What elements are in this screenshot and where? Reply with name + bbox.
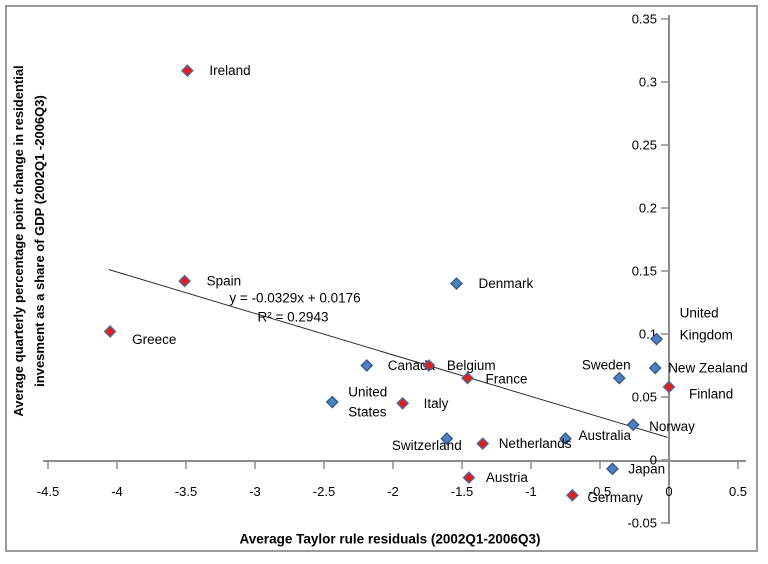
point-label-switzerland: Switzerland [392,438,462,453]
data-point-united-kingdom [650,332,663,346]
x-tick-label: -0.5 [589,484,611,499]
y-axis-title-line2: invesment as a share of GDP (2002Q1 -200… [32,95,47,387]
data-point-italy [396,396,410,410]
point-label-italy: Italy [424,396,449,411]
trendline-r2-label: R² = 0.2943 [257,309,329,325]
x-tick-label: -4.5 [37,484,59,499]
x-tick-label: -3.5 [175,484,197,499]
point-label-united-states: States [348,405,387,420]
data-point-austria [462,471,476,485]
trendline-equation: y = -0.0329x + 0.0176 [229,290,361,306]
data-point-spain [178,274,192,288]
point-label-japan: Japan [628,461,665,476]
point-label-austria: Austria [486,470,529,485]
data-point-norway [626,418,640,432]
x-tick-label: -4 [111,484,123,499]
point-label-canada: Canada [388,358,436,373]
point-label-belgium: Belgium [447,358,496,373]
x-tick-label: -2 [387,484,399,499]
y-tick-label: 0.25 [632,138,657,153]
point-label-australia: Australia [579,428,632,443]
y-tick-label: 0.05 [632,390,657,405]
chart-frame [5,5,758,552]
x-tick-label: 0 [665,484,672,499]
data-point-sweden [612,371,626,385]
data-point-switzerland [440,432,454,445]
point-label-new-zealand: New Zealand [668,361,748,376]
point-label-united-kingdom: United [680,306,719,321]
data-point-greece [103,325,117,338]
point-label-ireland: Ireland [209,63,250,78]
point-label-netherlands: Netherlands [499,436,572,451]
y-axis-title-line1: Average quarterly percentage point chang… [11,65,26,417]
data-point-germany [565,488,579,502]
x-tick-label: 0.5 [729,484,747,499]
y-tick-label: 0.15 [632,264,657,279]
point-label-finland: Finland [689,386,733,401]
data-point-new-zealand [648,361,662,375]
x-tick-label: -3 [249,484,261,499]
data-point-france [461,371,474,385]
point-label-sweden: Sweden [582,358,631,373]
data-point-united-states [325,395,339,409]
data-point-australia [559,432,572,445]
point-label-spain: Spain [207,274,242,289]
data-point-belgium [422,359,436,372]
point-label-norway: Norway [649,419,695,434]
point-label-united-states: United [348,385,387,400]
y-tick-label: 0.35 [632,12,657,27]
y-tick-label: 0.2 [639,201,657,216]
y-tick-label: -0.05 [627,516,657,531]
x-tick-label: -2.5 [313,484,335,499]
data-point-canada [360,359,374,372]
x-tick-label: -1.5 [451,484,473,499]
data-point-japan [606,462,619,476]
data-point-denmark [450,277,463,291]
data-point-netherlands [476,437,490,451]
y-axis-title: Average quarterly percentage point chang… [8,0,52,491]
data-point-finland [662,380,676,394]
x-axis-title: Average Taylor rule residuals (2002Q1-20… [239,531,541,547]
point-label-france: France [486,372,528,387]
point-label-germany: Germany [587,490,643,505]
data-point-ireland [180,64,194,78]
point-label-denmark: Denmark [478,276,533,291]
trend-line [108,269,668,438]
y-tick-label: 0 [650,453,657,468]
x-tick-label: -1 [525,484,537,499]
point-label-greece: Greece [132,332,176,347]
point-label-united-kingdom: Kingdom [680,328,733,343]
y-tick-label: 0.3 [639,75,657,90]
